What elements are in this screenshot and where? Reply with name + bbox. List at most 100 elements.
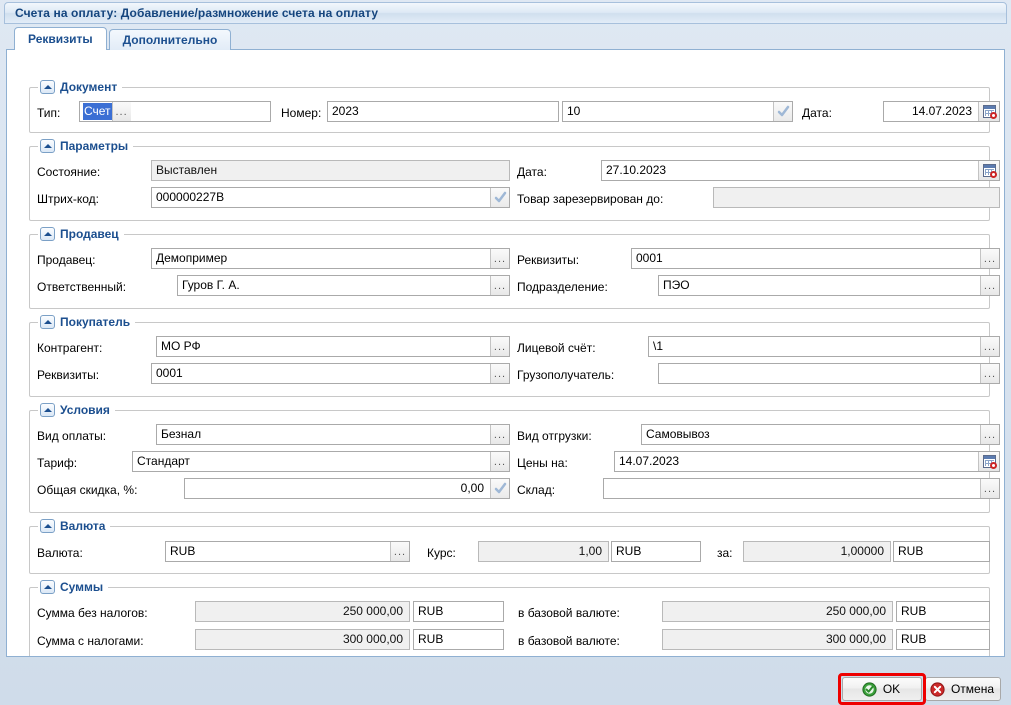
field-payment-type[interactable]: Безнал ...	[156, 424, 510, 445]
field-personal-account-value: \1	[653, 339, 664, 353]
label-tariff: Тариф:	[37, 456, 78, 470]
field-currency[interactable]: RUB ...	[165, 541, 410, 562]
check-dropdown-icon[interactable]	[490, 188, 509, 207]
group-totals-title: Суммы	[60, 580, 104, 594]
field-consignee-value	[659, 364, 980, 383]
field-per-currency[interactable]: RUB	[893, 541, 990, 562]
browse-icon[interactable]: ...	[980, 249, 999, 268]
field-total-with-tax-currency[interactable]: RUB	[413, 629, 504, 650]
field-number[interactable]: 2023	[327, 101, 559, 122]
field-personal-account[interactable]: \1 ...	[648, 336, 1000, 357]
check-dropdown-icon[interactable]	[490, 479, 509, 498]
tab-rekvizity[interactable]: Реквизиты	[14, 27, 107, 51]
group-buyer-title: Покупатель	[60, 315, 131, 329]
field-seller-value: Демопример	[156, 251, 228, 265]
calendar-icon[interactable]	[978, 452, 999, 471]
field-type[interactable]: Счет ...	[79, 101, 271, 122]
field-counterparty-value: МО РФ	[161, 339, 201, 353]
field-total-with-tax-base[interactable]: 300 000,00	[662, 629, 893, 650]
field-total-discount-value: 0,00	[460, 481, 484, 495]
browse-icon[interactable]: ...	[980, 425, 999, 444]
field-tariff[interactable]: Стандарт ...	[132, 451, 510, 472]
field-rate-currency[interactable]: RUB	[611, 541, 701, 562]
browse-icon[interactable]: ...	[980, 337, 999, 356]
browse-icon[interactable]: ...	[980, 276, 999, 295]
collapse-icon[interactable]	[40, 227, 55, 241]
label-division: Подразделение:	[517, 280, 608, 294]
ok-button[interactable]: OK	[842, 677, 922, 701]
cancel-button-label: Отмена	[950, 682, 995, 696]
browse-icon[interactable]: ...	[111, 102, 131, 121]
collapse-icon[interactable]	[40, 580, 55, 594]
label-state: Состояние:	[37, 165, 101, 179]
field-buyer-requisites[interactable]: 0001 ...	[151, 363, 510, 384]
group-currency-legend: Валюта	[38, 518, 111, 534]
field-barcode[interactable]: 000000227В	[151, 187, 510, 208]
browse-icon[interactable]: ...	[390, 542, 409, 561]
field-prices-on-value: 14.07.2023	[619, 454, 680, 468]
browse-icon[interactable]: ...	[490, 337, 509, 356]
browse-icon[interactable]: ...	[980, 479, 999, 498]
field-total-without-tax-base-currency[interactable]: RUB	[896, 601, 990, 622]
group-seller: Продавец	[29, 226, 990, 309]
tab-dopolnitelno[interactable]: Дополнительно	[108, 29, 232, 50]
field-shipment-type[interactable]: Самовывоз ...	[641, 424, 1000, 445]
field-per[interactable]: 1,00000	[743, 541, 891, 562]
browse-icon[interactable]: ...	[490, 276, 509, 295]
field-rate[interactable]: 1,00	[478, 541, 609, 562]
label-total-with-tax: Сумма с налогами:	[37, 634, 144, 648]
calendar-icon[interactable]	[978, 102, 999, 121]
field-per-currency-value: RUB	[898, 544, 924, 558]
field-total-without-tax-base[interactable]: 250 000,00	[662, 601, 893, 622]
group-buyer: Покупатель	[29, 314, 990, 397]
collapse-icon[interactable]	[40, 139, 55, 153]
collapse-icon[interactable]	[40, 403, 55, 417]
browse-icon[interactable]: ...	[490, 452, 509, 471]
field-division[interactable]: ПЭО ...	[658, 275, 1000, 296]
field-number-value: 2023	[332, 104, 359, 118]
field-total-with-tax-base-currency[interactable]: RUB	[896, 629, 990, 650]
field-rate-currency-value: RUB	[616, 544, 642, 558]
field-reserved-until[interactable]	[713, 187, 1000, 208]
browse-icon[interactable]: ...	[490, 364, 509, 383]
field-total-without-tax[interactable]: 250 000,00	[195, 601, 410, 622]
field-total-without-tax-base-currency-value: RUB	[901, 604, 927, 618]
field-total-with-tax-value: 300 000,00	[342, 632, 403, 646]
label-currency: Валюта:	[37, 546, 83, 560]
field-tariff-value: Стандарт	[137, 454, 190, 468]
field-number-suffix-value: 10	[567, 104, 581, 118]
group-conditions: Условия	[29, 402, 990, 513]
field-prices-on[interactable]: 14.07.2023	[614, 451, 1000, 472]
tab-page-rekvizity: Документ Тип: Счет ... Номер: 2023 10	[6, 50, 1005, 657]
cancel-button[interactable]: Отмена	[925, 677, 1001, 701]
field-rate-value: 1,00	[578, 544, 602, 558]
window-title: Счета на оплату: Добавление/размножение …	[15, 6, 379, 20]
field-total-without-tax-currency-value: RUB	[418, 604, 444, 618]
field-seller-requisites[interactable]: 0001 ...	[631, 248, 1000, 269]
field-number-suffix[interactable]: 10	[562, 101, 793, 122]
calendar-icon[interactable]	[978, 161, 999, 180]
field-per-value: 1,00000	[840, 544, 884, 558]
field-total-without-tax-currency[interactable]: RUB	[413, 601, 504, 622]
field-warehouse[interactable]: ...	[603, 478, 1000, 499]
field-total-with-tax-base-currency-value: RUB	[901, 632, 927, 646]
field-responsible[interactable]: Гуров Г. А. ...	[177, 275, 510, 296]
browse-icon[interactable]: ...	[980, 364, 999, 383]
browse-icon[interactable]: ...	[490, 425, 509, 444]
field-total-discount[interactable]: 0,00	[184, 478, 510, 499]
form-body: Документ Тип: Счет ... Номер: 2023 10	[13, 53, 1000, 656]
field-state[interactable]: Выставлен	[151, 160, 510, 181]
collapse-icon[interactable]	[40, 80, 55, 94]
collapse-icon[interactable]	[40, 315, 55, 329]
field-seller[interactable]: Демопример ...	[151, 248, 510, 269]
field-counterparty[interactable]: МО РФ ...	[156, 336, 510, 357]
field-total-with-tax[interactable]: 300 000,00	[195, 629, 410, 650]
field-parameters-date[interactable]: 27.10.2023	[601, 160, 1000, 181]
group-seller-legend: Продавец	[38, 226, 124, 242]
browse-icon[interactable]: ...	[490, 249, 509, 268]
field-consignee[interactable]: ...	[658, 363, 1000, 384]
collapse-icon[interactable]	[40, 519, 55, 533]
check-dropdown-icon[interactable]	[773, 102, 792, 121]
field-document-date[interactable]: 14.07.2023	[883, 101, 1000, 122]
label-parameters-date: Дата:	[517, 165, 547, 179]
